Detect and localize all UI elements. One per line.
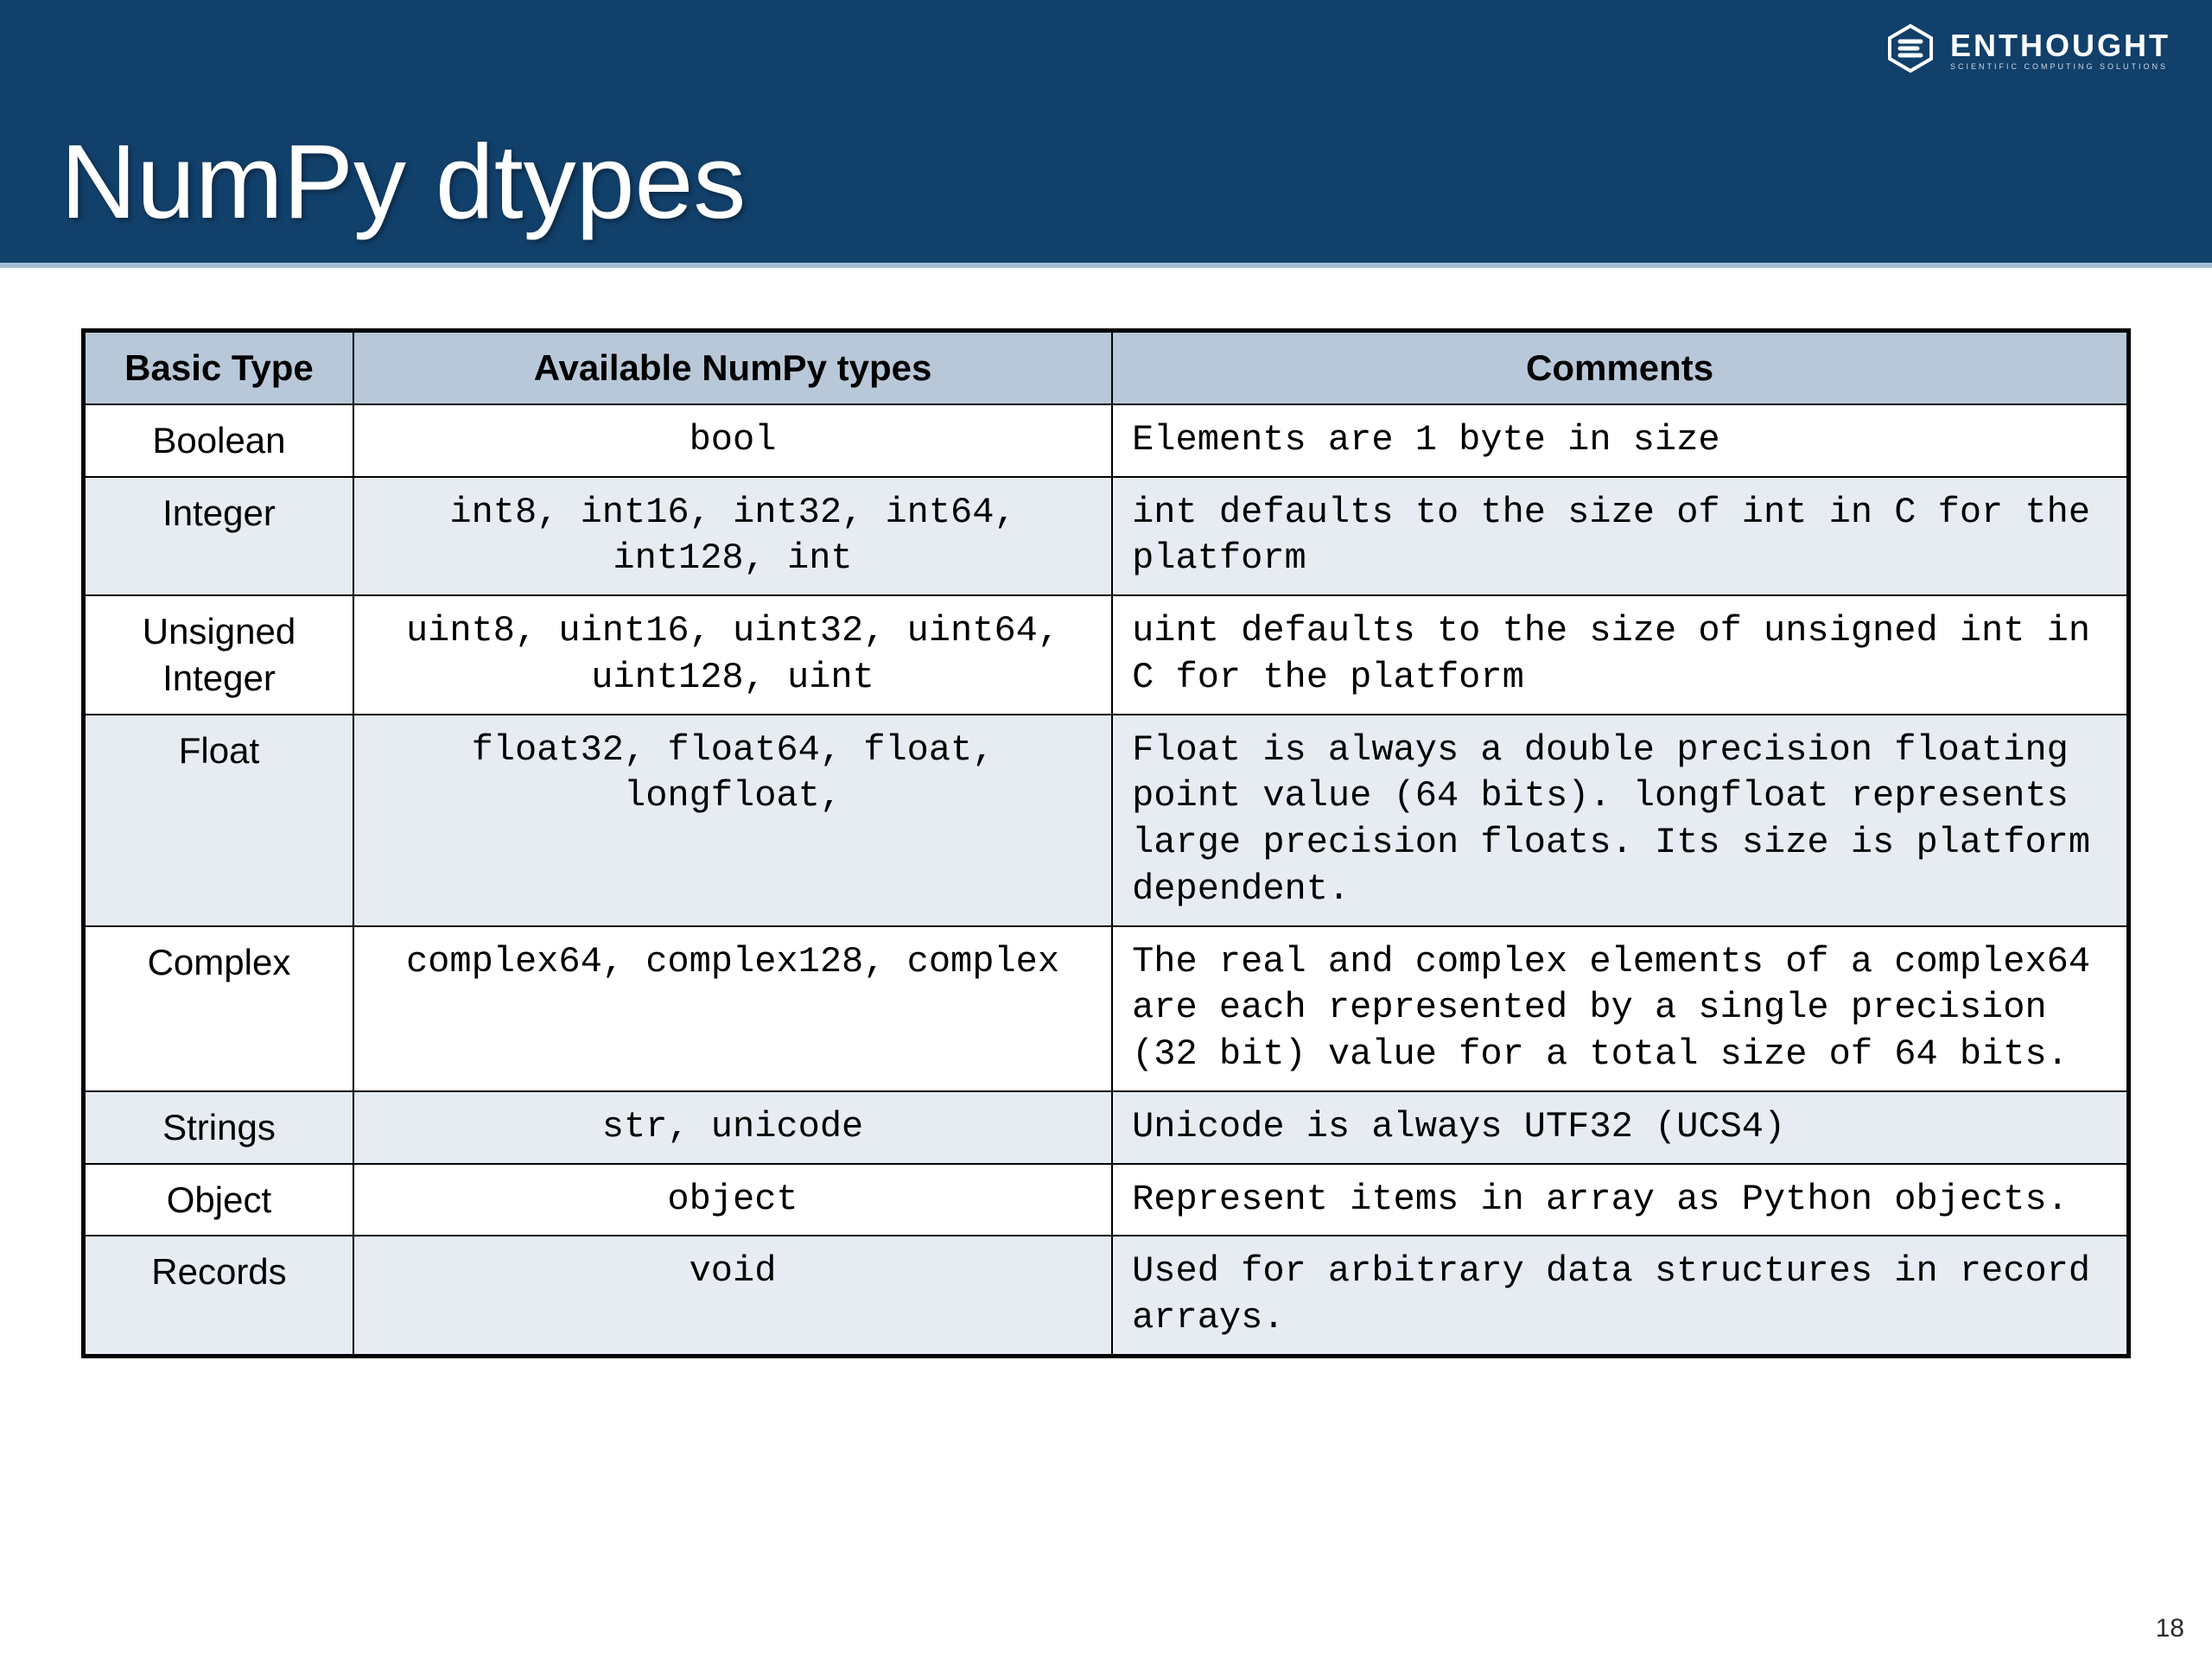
table-row: Complexcomplex64, complex128, complexThe… bbox=[84, 926, 2129, 1091]
table-row: BooleanboolElements are 1 byte in size bbox=[84, 404, 2129, 477]
cell-basic-type: Object bbox=[84, 1164, 353, 1236]
cell-basic-type: Complex bbox=[84, 926, 353, 1091]
brand-tagline: SCIENTIFIC COMPUTING SOLUTIONS bbox=[1950, 63, 2171, 71]
table-header-row: Basic Type Available NumPy types Comment… bbox=[84, 331, 2129, 404]
cell-available-types: int8, int16, int32, int64, int128, int bbox=[353, 477, 1112, 596]
cell-comments: Float is always a double precision float… bbox=[1112, 715, 2128, 926]
cell-basic-type: Boolean bbox=[84, 404, 353, 477]
cell-basic-type: Strings bbox=[84, 1091, 353, 1164]
table-row: ObjectobjectRepresent items in array as … bbox=[84, 1164, 2129, 1236]
table-row: Unsigned Integeruint8, uint16, uint32, u… bbox=[84, 595, 2129, 715]
page-number: 18 bbox=[2156, 1614, 2184, 1643]
cell-available-types: uint8, uint16, uint32, uint64, uint128, … bbox=[353, 595, 1112, 715]
cell-comments: uint defaults to the size of unsigned in… bbox=[1112, 595, 2128, 715]
table-row: Integerint8, int16, int32, int64, int128… bbox=[84, 477, 2129, 596]
brand-logo: ENTHOUGHT SCIENTIFIC COMPUTING SOLUTIONS bbox=[1883, 21, 2171, 80]
cell-available-types: object bbox=[353, 1164, 1112, 1236]
cell-available-types: complex64, complex128, complex bbox=[353, 926, 1112, 1091]
cell-comments: Unicode is always UTF32 (UCS4) bbox=[1112, 1091, 2128, 1164]
cell-basic-type: Integer bbox=[84, 477, 353, 596]
brand-text: ENTHOUGHT SCIENTIFIC COMPUTING SOLUTIONS bbox=[1950, 30, 2171, 71]
table-row: Floatfloat32, float64, float, longfloat,… bbox=[84, 715, 2129, 926]
cell-basic-type: Records bbox=[84, 1236, 353, 1356]
cell-comments: Represent items in array as Python objec… bbox=[1112, 1164, 2128, 1236]
slide-title: NumPy dtypes bbox=[60, 121, 746, 242]
dtypes-table: Basic Type Available NumPy types Comment… bbox=[81, 328, 2131, 1358]
content-area: Basic Type Available NumPy types Comment… bbox=[0, 268, 2212, 1358]
cell-available-types: str, unicode bbox=[353, 1091, 1112, 1164]
col-header-basic-type: Basic Type bbox=[84, 331, 353, 404]
cell-basic-type: Unsigned Integer bbox=[84, 595, 353, 715]
cell-comments: Used for arbitrary data structures in re… bbox=[1112, 1236, 2128, 1356]
table-row: RecordsvoidUsed for arbitrary data struc… bbox=[84, 1236, 2129, 1356]
cell-available-types: bool bbox=[353, 404, 1112, 477]
cell-available-types: float32, float64, float, longfloat, bbox=[353, 715, 1112, 926]
cell-comments: int defaults to the size of int in C for… bbox=[1112, 477, 2128, 596]
cell-available-types: void bbox=[353, 1236, 1112, 1356]
cell-basic-type: Float bbox=[84, 715, 353, 926]
cell-comments: Elements are 1 byte in size bbox=[1112, 404, 2128, 477]
col-header-comments: Comments bbox=[1112, 331, 2128, 404]
header-bar: NumPy dtypes ENTHOUGHT SCIENTIFIC COMPUT… bbox=[0, 0, 2212, 268]
slide: NumPy dtypes ENTHOUGHT SCIENTIFIC COMPUT… bbox=[0, 0, 2212, 1659]
enthought-icon bbox=[1883, 21, 1938, 80]
brand-name: ENTHOUGHT bbox=[1950, 30, 2171, 61]
col-header-available-types: Available NumPy types bbox=[353, 331, 1112, 404]
cell-comments: The real and complex elements of a compl… bbox=[1112, 926, 2128, 1091]
table-row: Stringsstr, unicodeUnicode is always UTF… bbox=[84, 1091, 2129, 1164]
